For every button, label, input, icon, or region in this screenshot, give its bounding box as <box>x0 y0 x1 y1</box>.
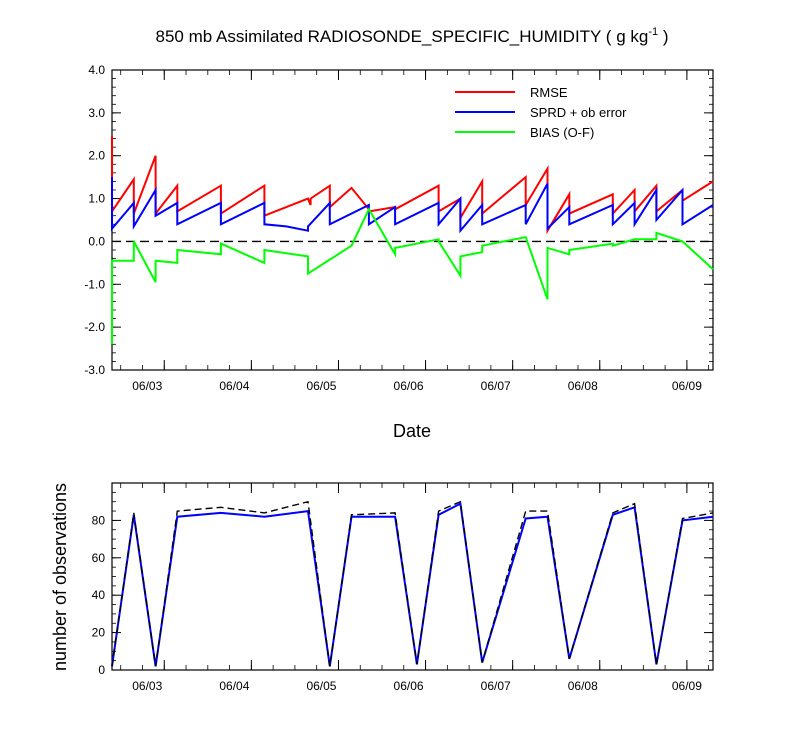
x-tick-label: 06/08 <box>568 679 598 693</box>
x-axis-title: Date <box>393 421 431 441</box>
chart-title-text: 850 mb Assimilated RADIOSONDE_SPECIFIC_H… <box>156 27 649 46</box>
x-tick-label: 06/07 <box>481 679 511 693</box>
y-tick-label: 60 <box>92 551 106 565</box>
y-axis-title-observations: number of observations <box>50 483 70 671</box>
x-tick-label: 06/06 <box>394 379 424 393</box>
y-tick-label: -2.0 <box>84 320 105 334</box>
y-tick-label: 2.0 <box>88 149 105 163</box>
x-tick-label: 06/06 <box>394 679 424 693</box>
chart-title-exponent: -1 <box>648 26 658 38</box>
x-tick-label: 06/09 <box>672 379 702 393</box>
series-line-1 <box>111 177 714 234</box>
chart-title-close: ) <box>658 27 668 46</box>
y-tick-label: 0 <box>98 663 105 677</box>
y-tick-label: 80 <box>92 513 106 527</box>
series-line-2 <box>111 207 714 345</box>
y-tick-label: 4.0 <box>88 63 105 77</box>
x-tick-label: 06/04 <box>219 679 249 693</box>
y-tick-label: 3.0 <box>88 106 105 120</box>
y-tick-label: 40 <box>92 588 106 602</box>
legend: RMSE SPRD + ob error BIAS (O-F) <box>455 85 627 140</box>
series-line-0 <box>111 502 714 667</box>
y-tick-label: -1.0 <box>84 277 105 291</box>
chart-title: 850 mb Assimilated RADIOSONDE_SPECIFIC_H… <box>156 26 669 46</box>
top-plot-area: -3.0 -2.0 -1.0 0.0 1.0 2.0 3.0 4.0 06/03 06/04 06/… <box>84 63 714 393</box>
x-tick-label: 06/07 <box>481 379 511 393</box>
x-tick-label: 06/08 <box>568 379 598 393</box>
y-tick-label: 1.0 <box>88 192 105 206</box>
x-tick-label: 06/03 <box>132 379 162 393</box>
x-tick-label: 06/09 <box>672 679 702 693</box>
series-line-1 <box>111 500 714 667</box>
bottom-chart: 0 20 40 60 80 06/03 06/04 06/05 06/06 06/07 06/08 0… <box>50 482 714 693</box>
y-tick-label: 20 <box>92 626 106 640</box>
x-tick-label: 06/05 <box>306 679 336 693</box>
legend-label-0: RMSE <box>530 85 568 100</box>
x-tick-label: 06/03 <box>132 679 162 693</box>
x-tick-label: 06/04 <box>219 379 249 393</box>
y-tick-label: -3.0 <box>84 363 105 377</box>
top-chart: 850 mb Assimilated RADIOSONDE_SPECIFIC_H… <box>84 26 714 441</box>
x-tick-label: 06/05 <box>306 379 336 393</box>
bottom-plot-area: 0 20 40 60 80 06/03 06/04 06/05 06/06 06/07 06/08 0… <box>92 482 714 693</box>
legend-label-2: BIAS (O-F) <box>530 125 594 140</box>
y-tick-label: 0.0 <box>88 234 105 248</box>
legend-label-1: SPRD + ob error <box>530 105 627 120</box>
